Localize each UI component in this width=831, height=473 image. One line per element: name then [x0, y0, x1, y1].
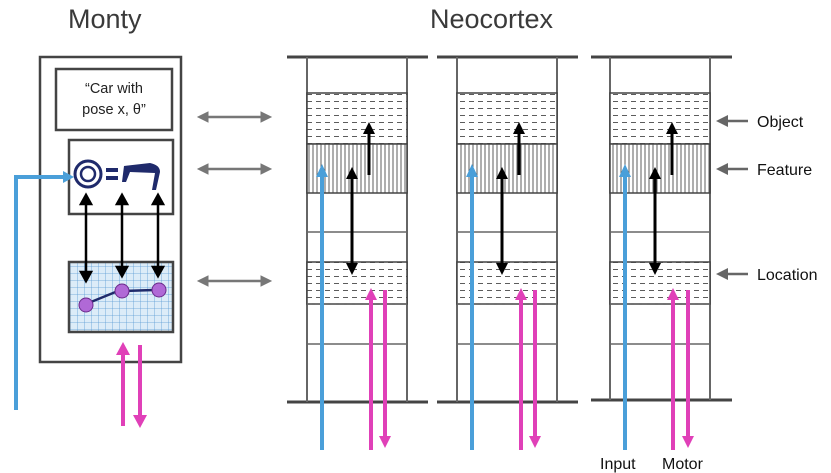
monty-frame — [38, 55, 183, 364]
location-node — [78, 297, 94, 313]
monty-input-arrow — [14, 171, 74, 410]
location-node — [151, 282, 167, 298]
monty-motor-arrows — [116, 342, 147, 428]
location-label-arrow — [716, 268, 748, 280]
cortical-column — [287, 55, 428, 450]
object-box-line2: pose x, θ” — [82, 102, 146, 118]
car-part-icon — [106, 163, 160, 190]
object-layer — [456, 92, 558, 145]
wheel-icon — [73, 159, 103, 189]
monty-link-arrows — [78, 192, 166, 284]
feature-label-arrow — [716, 163, 748, 175]
neocortex-title: Neocortex — [430, 4, 554, 34]
location-node — [114, 283, 130, 299]
object-label-arrow — [716, 115, 748, 127]
cortical-column — [437, 55, 578, 450]
feature-layer-label: Feature — [757, 162, 812, 179]
object-layer-label: Object — [757, 114, 804, 131]
cortical-column — [591, 55, 732, 450]
object-layer — [306, 92, 408, 145]
input-label: Input — [600, 456, 636, 473]
monty-object-box — [54, 67, 174, 132]
object-layer — [609, 92, 711, 145]
monty-title: Monty — [68, 4, 142, 34]
connector-arrows — [196, 111, 273, 287]
location-layer-label: Location — [757, 267, 818, 284]
motor-label: Motor — [662, 456, 704, 473]
object-box-line1: “Car with — [85, 81, 143, 97]
